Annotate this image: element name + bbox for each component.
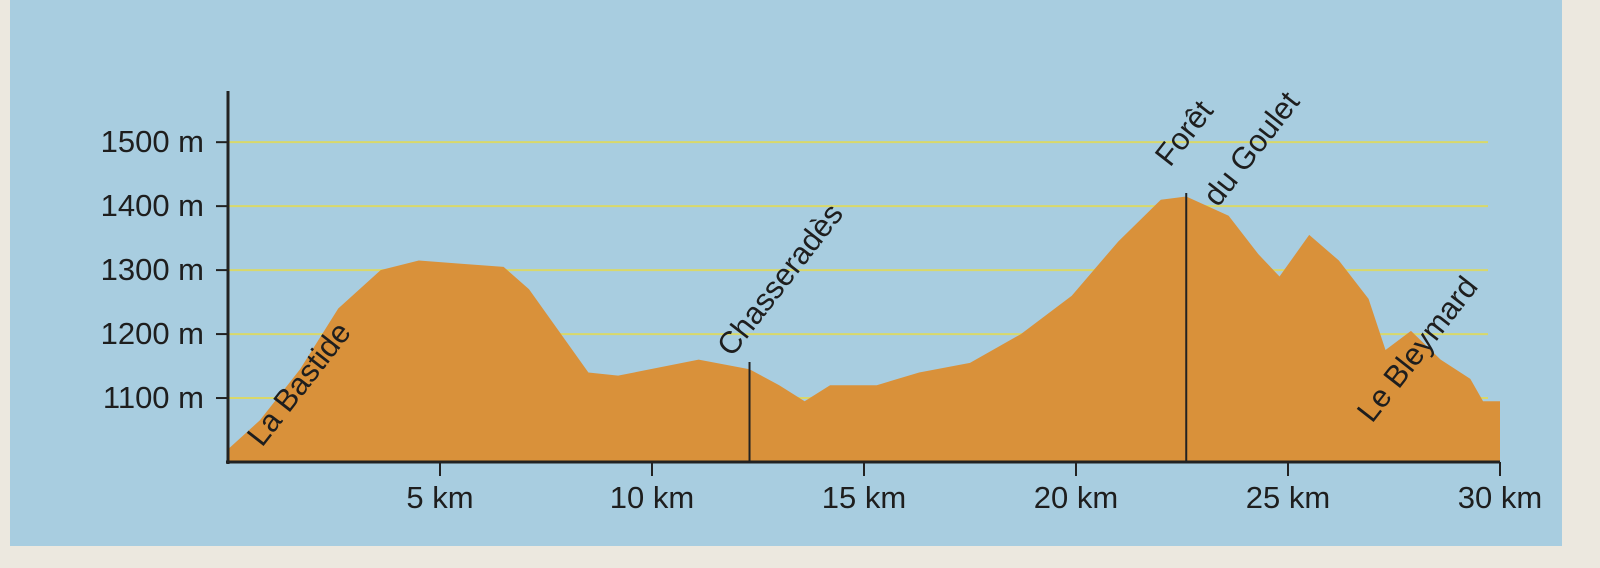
y-tick-label: 1200 m [101,316,204,351]
x-tick-label: 5 km [406,480,473,515]
elevation-area [228,196,1500,463]
y-tick-label: 1400 m [101,188,204,223]
x-tick-label: 25 km [1246,480,1330,515]
x-tick-label: 15 km [822,480,906,515]
x-tick-label: 20 km [1034,480,1118,515]
x-tick-label: 10 km [610,480,694,515]
y-tick-label: 1100 m [103,380,204,415]
y-tick-label: 1300 m [101,252,204,287]
y-tick-label: 1500 m [101,124,204,159]
x-tick-label: 30 km [1458,480,1542,515]
